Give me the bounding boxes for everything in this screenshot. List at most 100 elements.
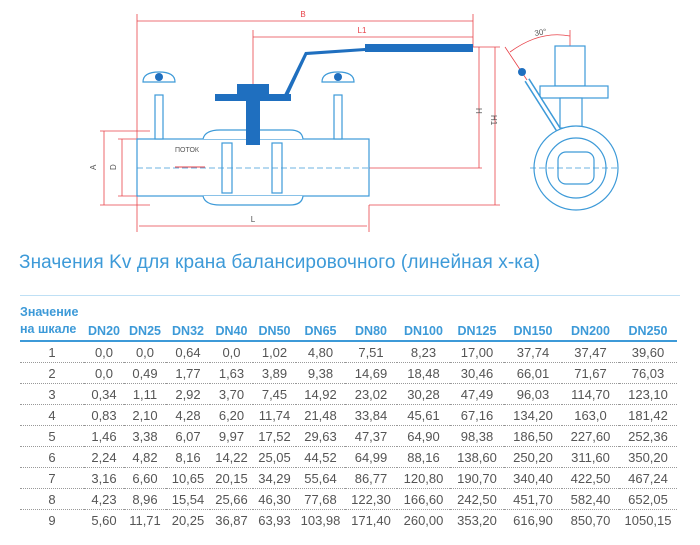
table-row: 5 1,46 3,38 6,07 9,97 17,52 29,63 47,37 64,90 98,…	[20, 425, 677, 447]
kv-value-cell: 14,69	[345, 362, 397, 384]
kv-value-cell: 29,63	[296, 425, 345, 447]
kv-value-cell: 18,48	[397, 362, 450, 384]
scale-value-cell: 8	[20, 488, 84, 510]
header-scale-line2: на шкале	[20, 322, 77, 336]
valve-side-view	[524, 45, 620, 211]
scale-value-cell: 9	[48, 512, 56, 528]
kv-value-cell: 14,22	[210, 446, 253, 468]
header-dn: DN32	[166, 300, 210, 342]
kv-value-cell: 25,66	[210, 488, 253, 510]
kv-value-cell: 1,46	[84, 425, 124, 447]
kv-value-cell: 9,38	[296, 362, 345, 384]
kv-value-cell: 33,84	[345, 404, 397, 426]
kv-value-cell: 63,93	[258, 512, 291, 528]
kv-value-cell: 120,80	[397, 467, 450, 489]
label-l: L	[251, 215, 256, 224]
kv-value-cell: 1,02	[253, 341, 296, 363]
divider	[20, 295, 680, 296]
header-dn: DN40	[210, 300, 253, 342]
kv-value-cell: 250,20	[504, 446, 562, 468]
kv-value-cell: 0,0	[210, 341, 253, 363]
kv-value-cell: 10,65	[166, 467, 210, 489]
kv-value-cell: 11,74	[253, 404, 296, 426]
kv-value-cell: 6,60	[124, 467, 166, 489]
dimension-labels: B L1 L H H1 A D 30°	[89, 10, 547, 224]
kv-value-cell: 0,34	[84, 383, 124, 405]
kv-value-cell: 1,11	[124, 383, 166, 405]
header-dn: DN250	[619, 300, 677, 342]
kv-value-cell: 1,63	[210, 362, 253, 384]
kv-value-cell: 4,23	[84, 488, 124, 510]
table-body: 1 0,0 0,0 0,64 0,0 1,02 4,80 7,51 8,23 17,00 37,74…	[20, 341, 677, 530]
kv-value-cell: 8,96	[124, 488, 166, 510]
kv-value-cell: 0,0	[84, 362, 124, 384]
kv-value-cell: 2,92	[166, 383, 210, 405]
kv-value-cell: 122,30	[345, 488, 397, 510]
table-header-row: Значение на шкале DN20 DN25 DN32 DN40 DN5…	[20, 300, 677, 342]
kv-value-cell: 45,61	[397, 404, 450, 426]
kv-value-cell: 2,24	[84, 446, 124, 468]
header-dn: DN200	[562, 300, 619, 342]
table-row: 6 2,24 4,82 8,16 14,22 25,05 44,52 64,99 88,16 13…	[20, 446, 677, 468]
label-angle: 30°	[534, 27, 547, 38]
kv-value-cell: 252,36	[619, 425, 677, 447]
kv-value-cell: 47,37	[345, 425, 397, 447]
side-handle-knob	[518, 68, 526, 76]
kv-value-cell: 20,15	[210, 467, 253, 489]
header-dn: DN20	[84, 300, 124, 342]
header-dn: DN150	[504, 300, 562, 342]
kv-value-cell: 340,40	[504, 467, 562, 489]
table-row: 2 0,0 0,49 1,77 1,63 3,89 9,38 14,69 18,48 30,46 6…	[20, 362, 677, 384]
kv-value-cell: 55,64	[296, 467, 345, 489]
kv-value-cell: 134,20	[504, 404, 562, 426]
kv-value-cell: 0,0	[124, 341, 166, 363]
valve-drawing: B L1 L H H1 A D 30°	[89, 10, 620, 232]
table-row: 4 0,83 2,10 4,28 6,20 11,74 21,48 33,84 45,61 67,…	[20, 404, 677, 426]
kv-value-cell: 25,05	[253, 446, 296, 468]
kv-value-cell: 64,90	[397, 425, 450, 447]
kv-value-cell: 88,16	[397, 446, 450, 468]
kv-value-cell: 8,23	[397, 341, 450, 363]
kv-value-cell: 47,49	[450, 383, 504, 405]
kv-value-cell: 2,10	[124, 404, 166, 426]
label-h: H	[474, 108, 483, 114]
kv-value-cell: 15,54	[166, 488, 210, 510]
kv-value-cell: 96,03	[504, 383, 562, 405]
kv-value-cell: 353,20	[457, 512, 497, 528]
kv-value-cell: 114,70	[562, 383, 619, 405]
kv-value-cell: 7,51	[345, 341, 397, 363]
dimension-lines	[100, 14, 571, 232]
label-h1: H1	[489, 115, 498, 126]
kv-value-cell: 46,30	[253, 488, 296, 510]
kv-value-cell: 652,05	[619, 488, 677, 510]
kv-value-cell: 30,46	[450, 362, 504, 384]
table-row: 9 5,60 11,71 20,25 36,87 63,93 103,98 171,40 260…	[20, 510, 677, 531]
header-scale-line1: Значение	[20, 305, 79, 319]
header-dn: DN50	[253, 300, 296, 342]
label-a: A	[89, 164, 98, 170]
kv-value-cell: 4,28	[166, 404, 210, 426]
kv-value-cell: 20,25	[171, 512, 205, 528]
kv-value-cell: 260,00	[403, 512, 444, 528]
kv-value-cell: 21,48	[296, 404, 345, 426]
kv-value-cell: 3,16	[84, 467, 124, 489]
kv-value-cell: 467,24	[619, 467, 677, 489]
kv-value-cell: 242,50	[450, 488, 504, 510]
kv-value-cell: 39,60	[619, 341, 677, 363]
kv-value-cell: 3,70	[210, 383, 253, 405]
scale-value-cell: 2	[20, 362, 84, 384]
kv-value-cell: 1,77	[166, 362, 210, 384]
kv-value-cell: 0,49	[124, 362, 166, 384]
kv-value-cell: 17,52	[253, 425, 296, 447]
kv-value-cell: 6,20	[210, 404, 253, 426]
scale-value-cell: 7	[20, 467, 84, 489]
kv-value-cell: 186,50	[504, 425, 562, 447]
kv-table: Значение на шкале DN20 DN25 DN32 DN40 DN5…	[20, 300, 677, 530]
kv-value-cell: 3,38	[124, 425, 166, 447]
scale-value-cell: 4	[20, 404, 84, 426]
kv-value-cell: 14,92	[296, 383, 345, 405]
scale-value-cell: 3	[20, 383, 84, 405]
kv-value-cell: 86,77	[345, 467, 397, 489]
kv-value-cell: 34,29	[253, 467, 296, 489]
header-dn: DN65	[296, 300, 345, 342]
